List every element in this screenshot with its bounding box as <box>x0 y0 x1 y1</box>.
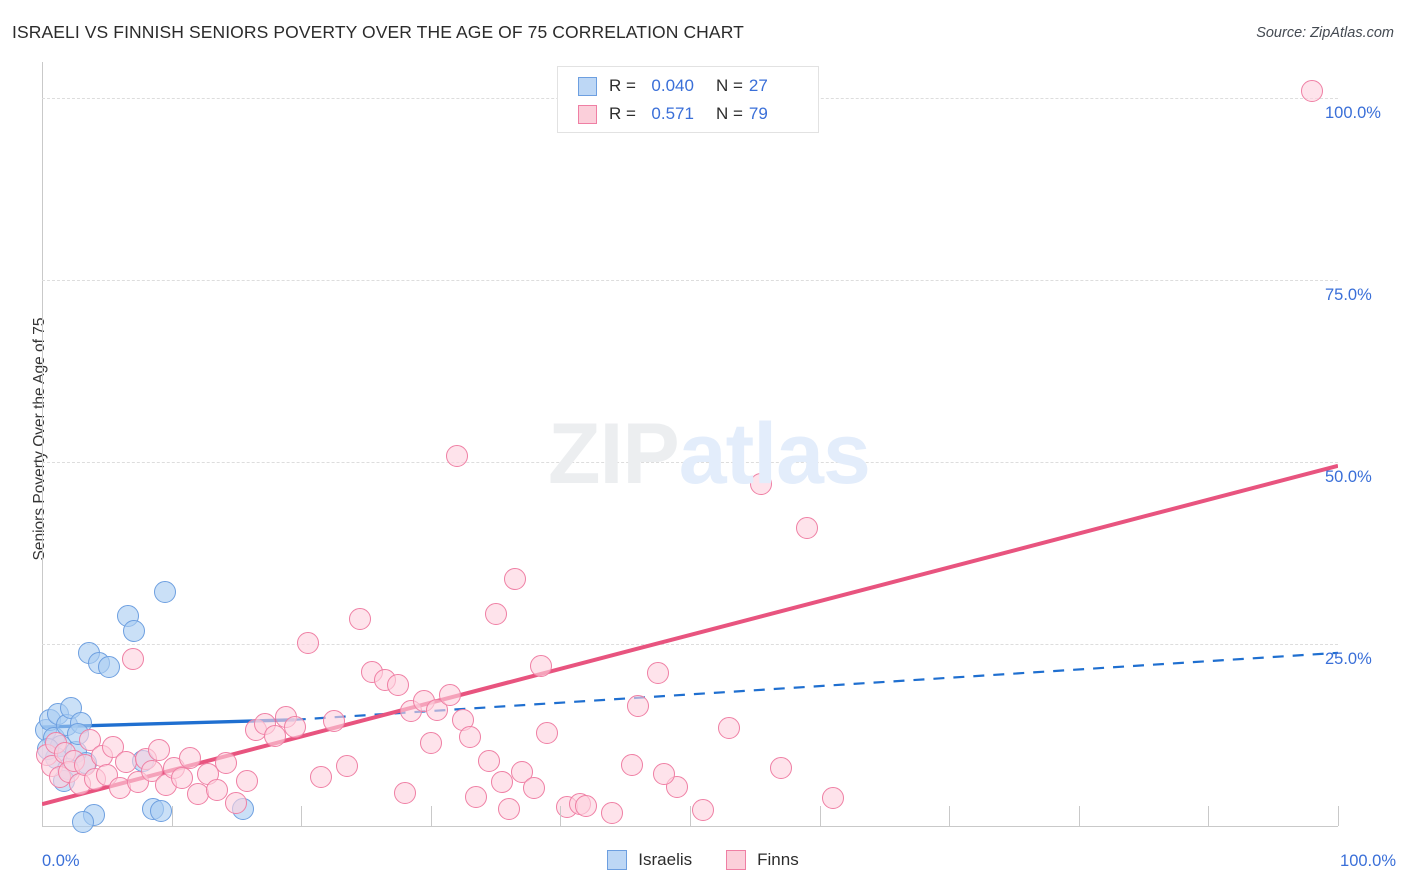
data-point-pink <box>296 631 319 654</box>
data-point-pink <box>620 753 643 776</box>
data-point-pink <box>235 769 258 792</box>
data-point-pink <box>523 777 546 800</box>
trendline-israelis-dashed <box>294 651 1338 721</box>
x-tick <box>1338 806 1339 826</box>
x-axis-max-label: 100.0% <box>1340 852 1396 870</box>
x-tick <box>1208 806 1210 826</box>
x-tick <box>430 806 432 826</box>
x-tick <box>301 806 303 826</box>
legend-israelis-label: Israelis <box>638 850 693 869</box>
data-point-pink <box>309 765 332 788</box>
trendlines <box>42 463 1338 807</box>
data-point-pink <box>264 724 287 747</box>
data-point-pink <box>653 762 676 785</box>
data-point-pink <box>426 698 449 721</box>
data-point-pink <box>445 445 468 468</box>
data-point-pink <box>646 662 669 685</box>
legend-r-value-2: 0.571 <box>651 104 694 123</box>
y-tick-label: 75.0% <box>1325 286 1372 305</box>
data-point-pink <box>393 781 416 804</box>
x-axis-min-label: 0.0% <box>42 852 80 870</box>
data-point-pink <box>147 739 170 762</box>
y-tick-label: 100.0% <box>1325 104 1381 123</box>
y-axis-line <box>42 62 43 826</box>
x-tick <box>42 806 43 826</box>
x-axis-line <box>42 826 1338 827</box>
x-tick <box>690 806 691 826</box>
data-point-pink <box>205 778 228 801</box>
y-tick-label: 25.0% <box>1325 650 1372 669</box>
data-point-pink <box>1301 80 1324 103</box>
data-point-pink <box>458 726 481 749</box>
legend-swatch-blue-icon <box>578 76 597 96</box>
data-point-pink <box>170 766 193 789</box>
data-point-blue <box>154 581 177 604</box>
data-point-pink <box>225 791 248 814</box>
data-point-pink <box>497 797 520 820</box>
data-point-pink <box>121 647 144 670</box>
legend-n-label-2: N = <box>715 104 743 123</box>
source-attribution: Source: ZipAtlas.com <box>1256 25 1394 41</box>
data-point-pink <box>529 654 552 677</box>
legend-n-label-1: N = <box>715 76 743 95</box>
data-point-pink <box>536 721 559 744</box>
x-tick <box>171 806 173 826</box>
data-point-pink <box>478 749 501 772</box>
data-point-pink <box>750 473 773 496</box>
data-point-pink <box>419 732 442 755</box>
data-point-pink <box>575 794 598 817</box>
gridline <box>42 280 1338 282</box>
data-point-pink <box>186 782 209 805</box>
x-tick <box>819 806 821 826</box>
legend-item-israelis[interactable]: Israelis <box>607 850 692 870</box>
data-point-pink <box>821 787 844 810</box>
series-legend: Israelis Finns <box>0 850 1406 870</box>
data-point-pink <box>601 801 624 824</box>
trendline-finns <box>42 463 1338 807</box>
data-point-blue <box>123 619 146 642</box>
x-tick <box>1078 806 1080 826</box>
legend-n-value-2: 79 <box>748 104 768 123</box>
legend-n-value-1: 27 <box>748 76 768 95</box>
legend-finns-swatch-icon <box>726 850 747 870</box>
page-title: ISRAELI VS FINNISH SENIORS POVERTY OVER … <box>12 22 744 42</box>
data-point-blue <box>98 656 121 679</box>
legend-row-finns: R = 0.571 N = 79 <box>578 100 768 128</box>
legend-finns-label: Finns <box>757 850 799 869</box>
x-tick <box>560 806 562 826</box>
data-point-pink <box>335 755 358 778</box>
legend-r-value-1: 0.040 <box>651 76 694 95</box>
data-point-pink <box>510 761 533 784</box>
data-point-pink <box>322 710 345 733</box>
x-tick <box>949 806 951 826</box>
plot-area <box>34 62 1338 833</box>
data-point-pink <box>283 716 306 739</box>
legend-israelis-swatch-icon <box>607 850 628 870</box>
data-point-pink <box>504 567 527 590</box>
data-point-pink <box>348 608 371 631</box>
legend-swatch-pink-icon <box>578 104 597 124</box>
legend-r-label-1: R = <box>609 76 636 95</box>
gridline <box>42 462 1338 464</box>
data-point-pink <box>691 798 714 821</box>
legend-item-finns[interactable]: Finns <box>726 850 799 870</box>
data-point-pink <box>484 602 507 625</box>
gridline <box>42 644 1338 646</box>
y-tick-label: 50.0% <box>1325 468 1372 487</box>
data-point-pink <box>491 771 514 794</box>
data-point-pink <box>178 746 201 769</box>
data-point-pink <box>717 717 740 740</box>
data-point-pink <box>627 694 650 717</box>
data-point-pink <box>439 684 462 707</box>
data-point-pink <box>769 756 792 779</box>
data-point-pink <box>215 752 238 775</box>
data-point-blue <box>72 810 95 833</box>
data-point-pink <box>465 785 488 808</box>
data-point-pink <box>387 673 410 696</box>
correlation-legend: R = 0.040 N = 27 R = 0.571 N = 79 <box>557 66 819 133</box>
legend-r-label-2: R = <box>609 104 636 123</box>
data-point-pink <box>795 516 818 539</box>
legend-row-israelis: R = 0.040 N = 27 <box>578 72 768 100</box>
